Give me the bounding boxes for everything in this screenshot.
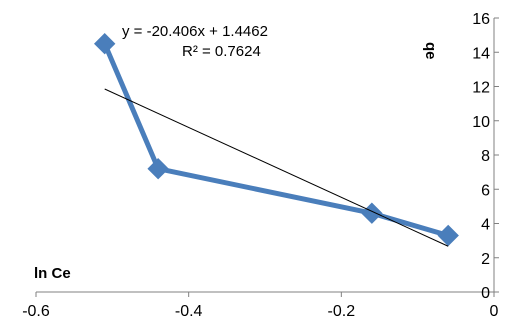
trendline-r-squared: R² = 0.7624 xyxy=(182,43,261,60)
data-point-marker xyxy=(361,202,383,224)
y-tick-label: 4 xyxy=(481,217,490,234)
data-point-marker xyxy=(437,224,459,247)
trendline xyxy=(104,88,449,247)
y-tick-label: 14 xyxy=(472,45,490,62)
x-tick-label: -0.6 xyxy=(22,303,50,320)
x-tick-label: -0.2 xyxy=(328,303,356,320)
data-point-marker xyxy=(147,157,169,180)
y-tick-label: 12 xyxy=(472,80,490,97)
y-tick-label: 10 xyxy=(472,114,490,131)
y-tick-label: 6 xyxy=(481,182,490,199)
x-tick-label: -0.4 xyxy=(175,303,203,320)
x-ticks: -0.6 -0.4 -0.2 0 xyxy=(22,292,499,320)
y-tick-label: 16 xyxy=(472,11,490,28)
y-tick-label: 2 xyxy=(481,251,490,268)
x-axis-title: ln Ce xyxy=(34,265,71,282)
y-tick-label: 8 xyxy=(481,148,490,165)
x-tick-label: 0 xyxy=(490,303,499,320)
y-ticks: 0 2 4 6 8 10 12 14 16 xyxy=(472,11,499,302)
series-layer xyxy=(93,32,459,247)
y-tick-label: 0 xyxy=(481,285,490,302)
trendline-equation: y = -20.406x + 1.4462 xyxy=(122,23,268,40)
y-axis-title: qe xyxy=(422,42,439,60)
data-point-marker xyxy=(93,32,116,55)
series-line xyxy=(102,42,449,238)
